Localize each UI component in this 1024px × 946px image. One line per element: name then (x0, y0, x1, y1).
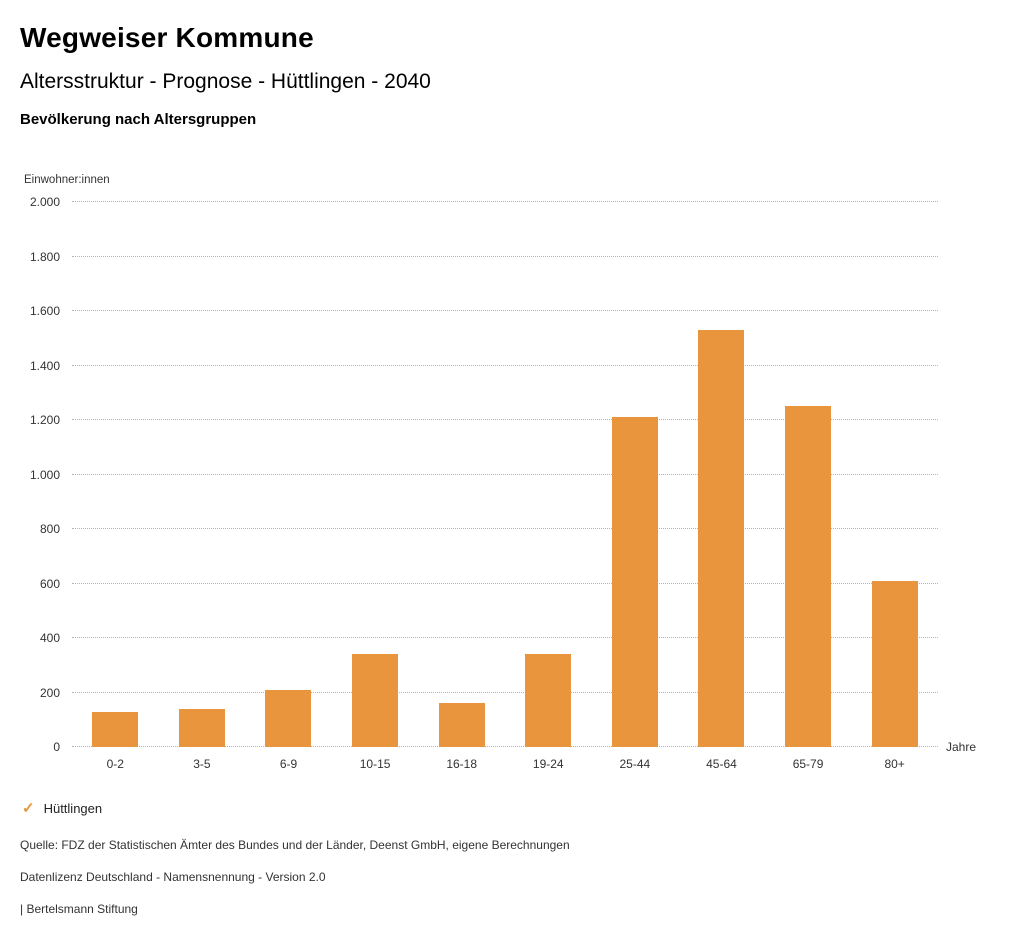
y-tick-label: 1.000 (29, 467, 60, 482)
bar-25-44[interactable] (611, 417, 658, 747)
x-tick-label: 25-44 (619, 757, 651, 771)
bar-column (245, 202, 332, 747)
bar-column (765, 202, 852, 747)
bar-80+[interactable] (871, 580, 918, 747)
bar-column (332, 202, 419, 747)
plot-area: 2.000 1.800 1.600 1.400 1.200 1.000 800 600 400 2… (30, 195, 976, 754)
gridline: 1.400 (30, 359, 938, 373)
y-tick-label: 1.400 (29, 358, 60, 373)
y-tick-label: 2.000 (29, 195, 60, 209)
y-tick-label: 200 (39, 685, 60, 700)
y-tick-label: 1.800 (29, 249, 60, 264)
gridline: 1.600 (30, 304, 938, 318)
x-axis-unit-label: Jahre (946, 740, 977, 754)
gridline: 600 (40, 577, 938, 591)
bar-6-9[interactable] (265, 689, 312, 747)
check-icon: ✓ (22, 800, 35, 817)
gridline: 1.000 (30, 468, 938, 482)
bar-column (72, 202, 159, 747)
y-tick-label: 1.600 (29, 304, 60, 318)
gridline: 200 (40, 686, 938, 700)
chart-subtitle: Altersstruktur - Prognose - Hüttlingen -… (20, 70, 431, 93)
x-tick-label: 0-2 (106, 757, 124, 771)
attribution-text: | Bertelsmann Stiftung (20, 902, 138, 916)
x-tick-label: 45-64 (706, 757, 737, 771)
gridline: 1.800 (30, 250, 938, 264)
x-tick-label: 80+ (884, 757, 905, 771)
bar-16-18[interactable] (438, 703, 485, 747)
bar-column (505, 202, 592, 747)
y-tick-label: 800 (39, 522, 60, 536)
y-tick-label: 0 (53, 740, 60, 754)
bar-column (592, 202, 679, 747)
bar-10-15[interactable] (352, 654, 399, 747)
y-tick-label: 600 (39, 576, 60, 591)
x-tick-label: 16-18 (446, 757, 478, 771)
legend[interactable]: ✓ Hüttlingen (22, 801, 1004, 816)
gridline: 1.200 (30, 413, 938, 427)
y-tick-label: 400 (39, 631, 60, 645)
bar-column (159, 202, 246, 747)
x-labels-row: 0-2 3-5 6-9 10-15 16-18 19-24 25-44 45-64 65-79 8… (72, 757, 938, 771)
bar-3-5[interactable] (178, 708, 225, 747)
legend-label: Hüttlingen (43, 801, 103, 816)
x-tick-label: 3-5 (193, 757, 211, 771)
x-tick-label: 6-9 (279, 757, 298, 771)
app-title: Wegweiser Kommune (20, 22, 314, 53)
x-tick-label: 10-15 (359, 757, 391, 771)
page: Wegweiser Kommune Altersstruktur - Progn… (20, 22, 1004, 916)
gridline: 400 (40, 631, 938, 645)
bars-row (72, 202, 938, 747)
y-tick-label: 1.200 (29, 413, 60, 427)
bar-0-2[interactable] (92, 711, 139, 747)
bar-column (851, 202, 938, 747)
gridline: 0 (53, 740, 938, 754)
footer: Quelle: FDZ der Statistischen Ämter des … (20, 838, 1004, 916)
bar-19-24[interactable] (525, 654, 572, 747)
bar-65-79[interactable] (785, 406, 832, 747)
x-tick-label: 19-24 (532, 757, 564, 771)
license-text: Datenlizenz Deutschland - Namensnennung … (20, 870, 326, 884)
bar-45-64[interactable] (698, 330, 745, 747)
source-text: Quelle: FDZ der Statistischen Ämter des … (20, 838, 570, 852)
gridline: 800 (40, 522, 938, 536)
bar-column (678, 202, 765, 747)
y-axis-unit-label: Einwohner:innen (24, 174, 110, 186)
chart-title: Bevölkerung nach Altersgruppen (20, 111, 257, 128)
x-tick-label: 65-79 (792, 757, 824, 771)
gridline: 2.000 (30, 195, 938, 209)
bar-column (418, 202, 505, 747)
